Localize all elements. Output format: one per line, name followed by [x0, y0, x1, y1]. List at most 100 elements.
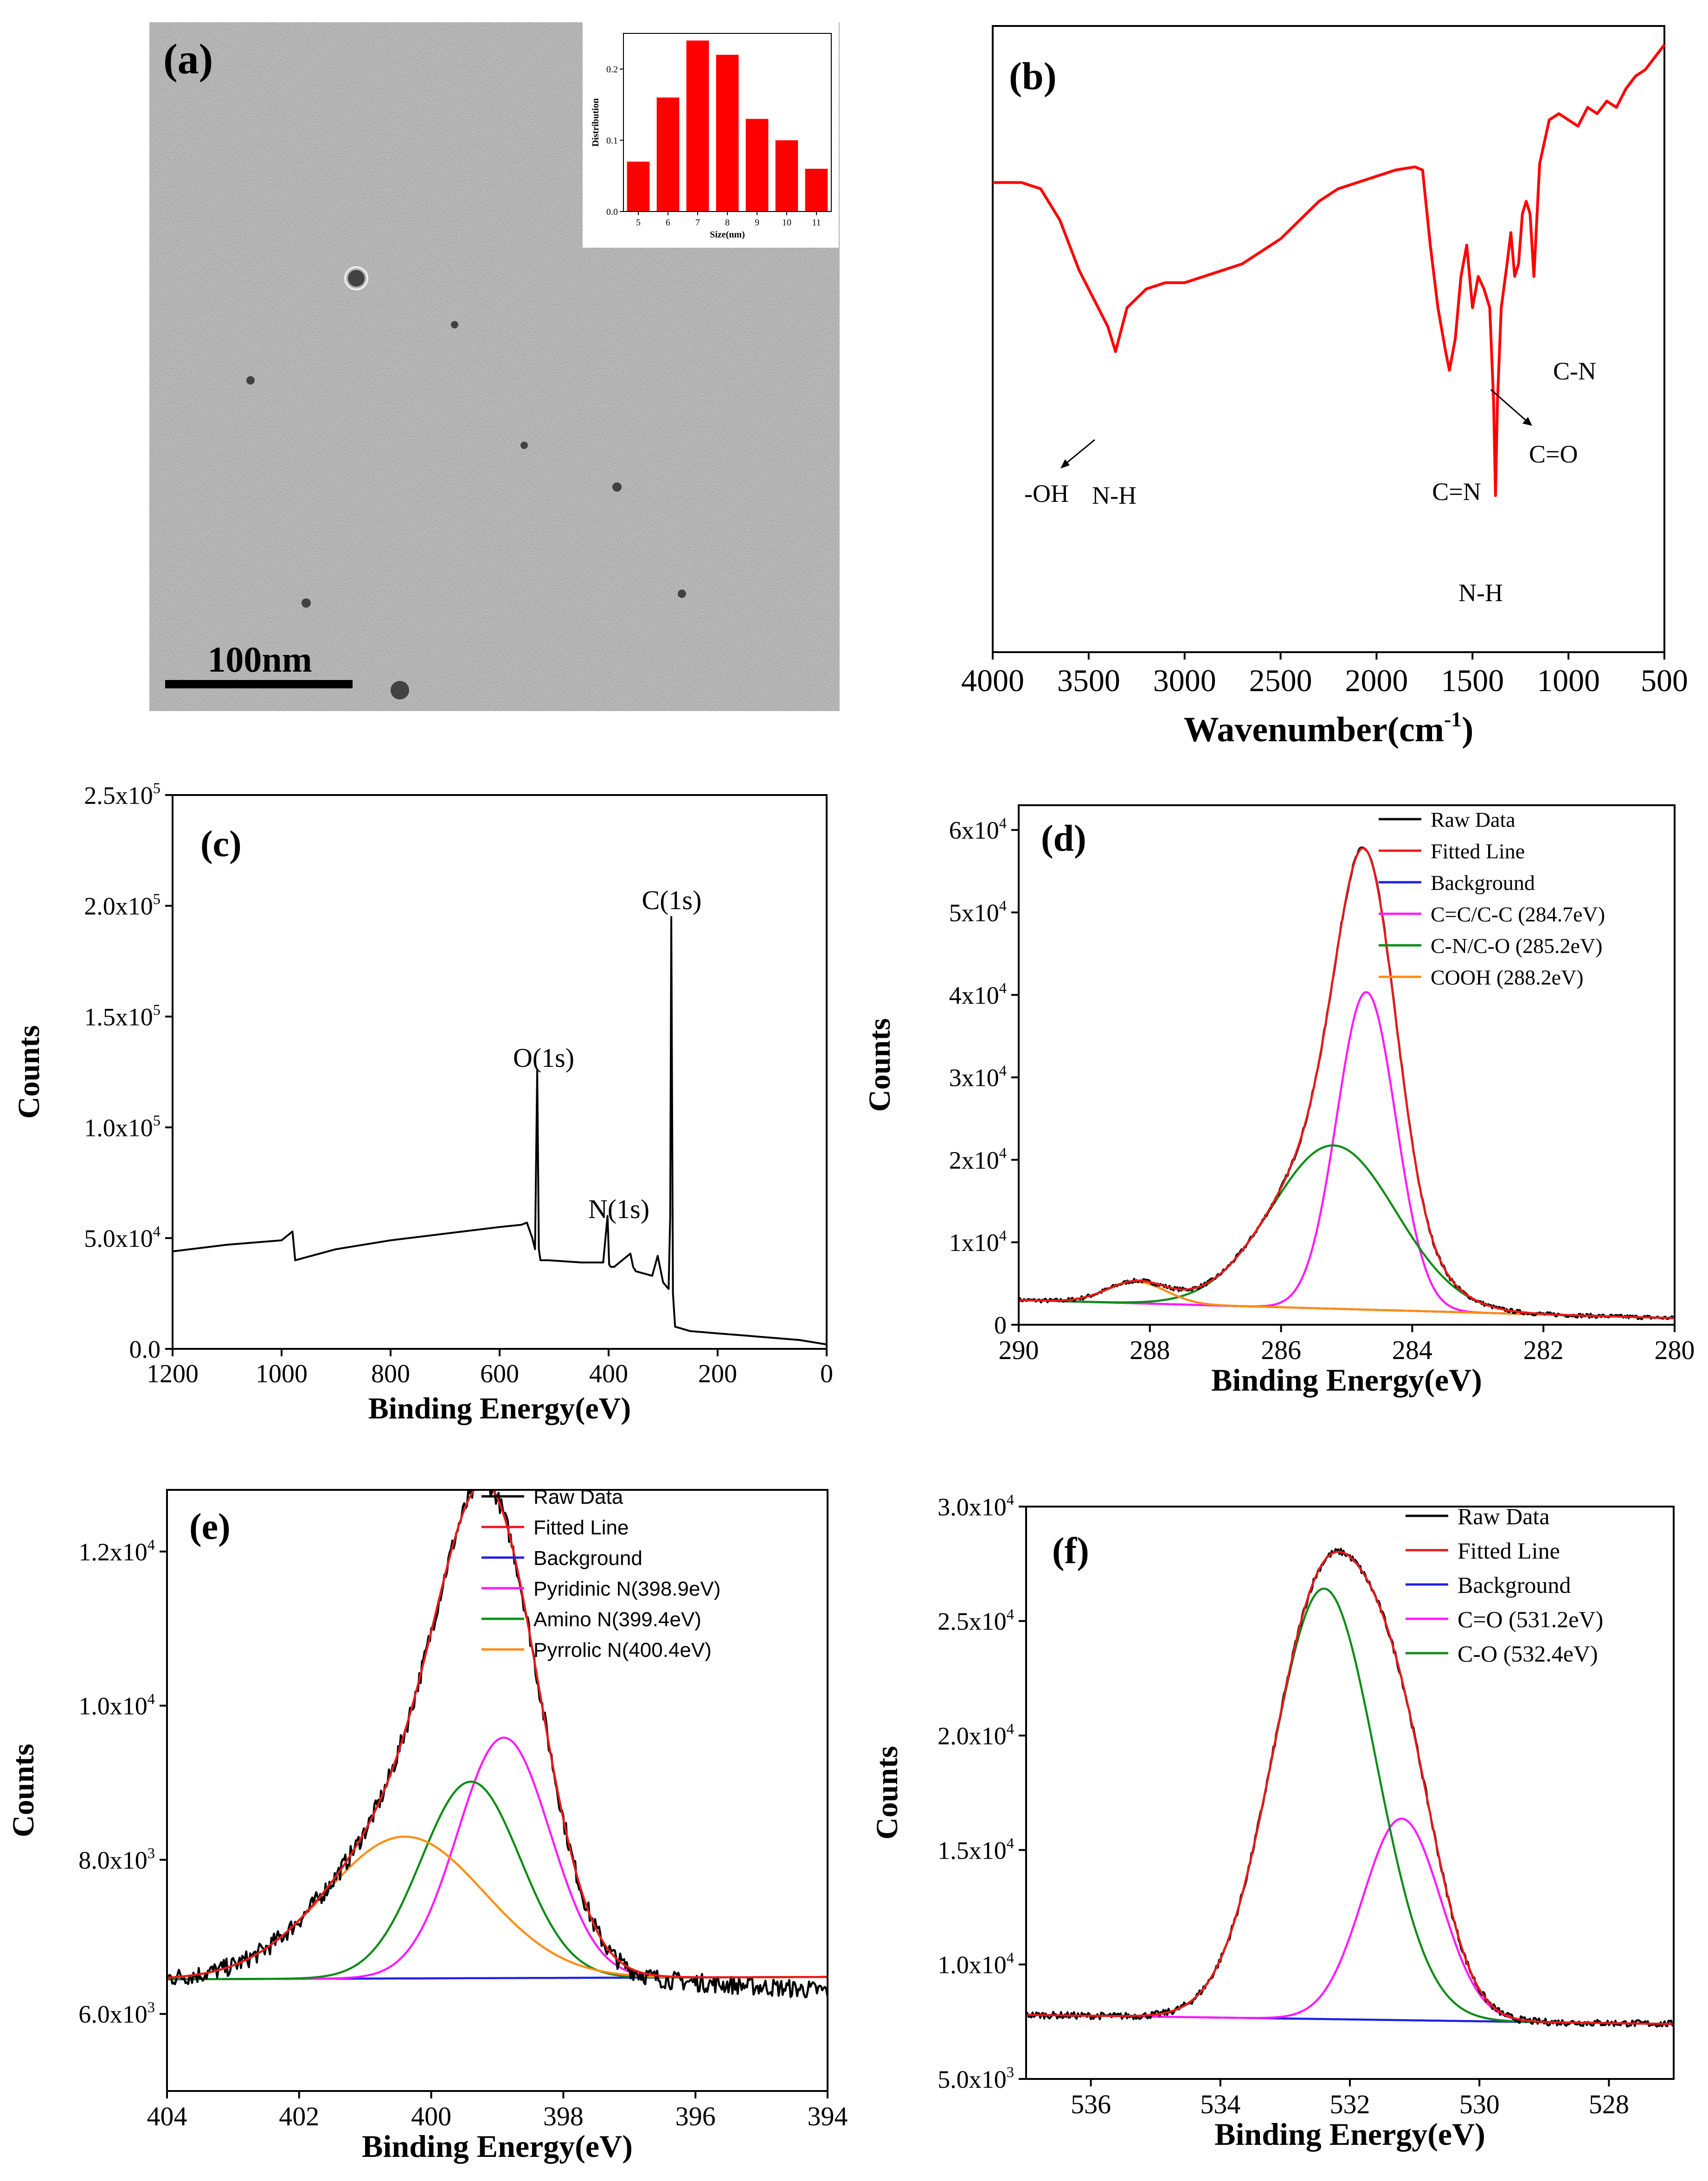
- y-tick-label: 0.0: [606, 207, 618, 217]
- x-tick-label: 7: [695, 218, 700, 228]
- legend-entry: Fitted Line: [1458, 1538, 1560, 1564]
- legend-entry: Amino N(399.4eV): [533, 1608, 701, 1631]
- x-tick-label: 396: [675, 2101, 716, 2131]
- legend-entry: Raw Data: [1431, 808, 1515, 832]
- bar-size-5: [627, 161, 650, 212]
- panel-f: 536 534 532 530 528 5.0x103 1.0x104 1.5x104 2.0x…: [870, 1492, 1675, 2152]
- y-tick-label: 8.0x103: [78, 1845, 155, 1874]
- x-tick-label: 284: [1392, 1335, 1432, 1365]
- y-tick-label: 6.0x103: [78, 1999, 155, 2028]
- x-tick-label: 2000: [1345, 663, 1408, 698]
- plot-frame: [166, 1489, 828, 2092]
- y-tick-label: 5.0x104: [84, 1223, 161, 1252]
- x-tick-label: 3000: [1153, 663, 1216, 698]
- y-tick-label: 0.1: [606, 135, 618, 146]
- legend-entry: COOH (288.2eV): [1431, 966, 1584, 989]
- x-tick-label: 528: [1589, 2089, 1629, 2119]
- annotation-n1s: N(1s): [588, 1194, 649, 1224]
- bar-size-6: [656, 97, 680, 212]
- legend-entry: Pyridinic N(398.9eV): [533, 1578, 721, 1600]
- y-tick-label: 2.5x104: [937, 1606, 1014, 1636]
- x-tick-label: 1500: [1441, 663, 1504, 698]
- x-axis-label: Binding Energy(eV): [368, 1392, 631, 1425]
- x-tick-label: 0: [820, 1360, 833, 1388]
- particle-halo: [344, 266, 368, 290]
- x-tick-label: 4000: [961, 663, 1024, 698]
- x-tick-label: 8: [725, 218, 730, 228]
- x-tick-label: 532: [1330, 2089, 1370, 2119]
- panel-b: 4000 3500 3000 2500 2000 1500 1000 500 Wavenumbe…: [961, 25, 1688, 749]
- legend-entry: C-O (532.4eV): [1458, 1641, 1598, 1667]
- x-tick-label: 5: [636, 218, 641, 228]
- x-tick-label: 402: [279, 2101, 319, 2131]
- x-axis-label: Size(nm): [710, 230, 745, 240]
- x-tick-label: 280: [1655, 1335, 1695, 1365]
- particle: [612, 482, 622, 492]
- x-axis-label: Binding Energy(eV): [1211, 1362, 1482, 1398]
- particle: [348, 270, 365, 287]
- y-tick-label: 3.0x104: [937, 1492, 1014, 1521]
- panel-a: (a) 100nm 5 6 7 8 9 10 11 0.0 0.1 0.2 Size(nm) Distri…: [149, 22, 840, 711]
- legend-entry: Fitted Line: [533, 1516, 629, 1539]
- panel-c: 1200 1000 800 600 400 200 0 0.0 5.0x104 1.0x105 1.…: [12, 780, 833, 1425]
- annotation-cn-double: C=N: [1432, 478, 1481, 506]
- x-tick-label: 530: [1459, 2089, 1500, 2119]
- legend-entry: C-N/C-O (285.2eV): [1431, 934, 1603, 958]
- y-tick-label: 2.0x104: [937, 1721, 1014, 1750]
- y-axis-label: Counts: [12, 1025, 46, 1119]
- y-tick-label: 4x104: [949, 980, 1007, 1009]
- y-tick-label: 6x104: [949, 815, 1007, 845]
- bar-size-11: [805, 168, 828, 212]
- x-axis-label: Binding Energy(eV): [362, 2129, 633, 2164]
- y-tick-label: 1x104: [949, 1227, 1007, 1257]
- y-tick-label: 1.5x104: [937, 1835, 1014, 1865]
- x-tick-label: 9: [755, 218, 759, 228]
- arrow-head: [1060, 459, 1070, 468]
- x-tick-label: 800: [371, 1360, 410, 1388]
- x-tick-label: 11: [812, 218, 821, 228]
- scale-bar-label: 100nm: [207, 639, 312, 680]
- y-tick-label: 1.2x104: [78, 1537, 155, 1566]
- y-tick-label: 2x104: [949, 1145, 1007, 1174]
- legend-entry: Background: [1458, 1572, 1571, 1598]
- particle: [302, 598, 311, 608]
- x-tick-label: 536: [1071, 2089, 1111, 2119]
- annotation-arrow-co: [1490, 389, 1529, 424]
- legend-entry: Background: [533, 1547, 642, 1570]
- y-tick-label: 0.0: [129, 1335, 161, 1363]
- series-line-1: [167, 1490, 828, 1979]
- particle: [451, 321, 458, 328]
- survey-spectrum-line: [172, 916, 827, 1346]
- x-tick-label: 290: [999, 1335, 1039, 1365]
- x-tick-label: 600: [480, 1360, 519, 1388]
- y-tick-label: 5.0x103: [937, 2064, 1014, 2093]
- y-axis-label: Distribution: [591, 98, 601, 147]
- annotation-nh-1: N-H: [1092, 481, 1137, 509]
- panel-d: 290 288 286 284 282 280 0 1x104 2x104 3x104 4x104 5…: [863, 804, 1695, 1398]
- x-tick-label: 534: [1200, 2089, 1240, 2119]
- annotation-cn-single: C-N: [1553, 357, 1596, 385]
- y-tick-label: 1.0x104: [937, 1950, 1014, 1979]
- x-tick-label: 6: [666, 218, 670, 228]
- x-tick-label: 282: [1523, 1335, 1564, 1365]
- panel-label: (d): [1041, 818, 1086, 859]
- y-tick-label: 1.0x105: [84, 1113, 161, 1142]
- ftir-spectrum-line: [993, 44, 1666, 497]
- series-line-1: [1026, 1551, 1674, 2025]
- legend-entry: C=O (531.2eV): [1458, 1606, 1603, 1632]
- particle: [391, 681, 409, 699]
- x-tick-label: 2500: [1249, 663, 1312, 698]
- annotation-c1s: C(1s): [642, 885, 702, 915]
- series-line-1: [1019, 847, 1675, 1320]
- x-tick-label: 200: [698, 1360, 737, 1388]
- panel-e: 404 402 400 398 396 394 6.0x103 8.0x103 1.0x104 1…: [6, 1486, 848, 2164]
- bar-size-10: [775, 140, 798, 212]
- arrow-head: [1522, 417, 1532, 426]
- x-axis-label: Binding Energy(eV): [1214, 2117, 1485, 2152]
- x-tick-label: 400: [589, 1360, 628, 1388]
- plot-frame: [1018, 804, 1676, 1326]
- y-tick-label: 5x104: [949, 898, 1007, 927]
- y-tick-label: 0.2: [606, 64, 618, 75]
- y-tick-label: 2.5x105: [84, 780, 161, 809]
